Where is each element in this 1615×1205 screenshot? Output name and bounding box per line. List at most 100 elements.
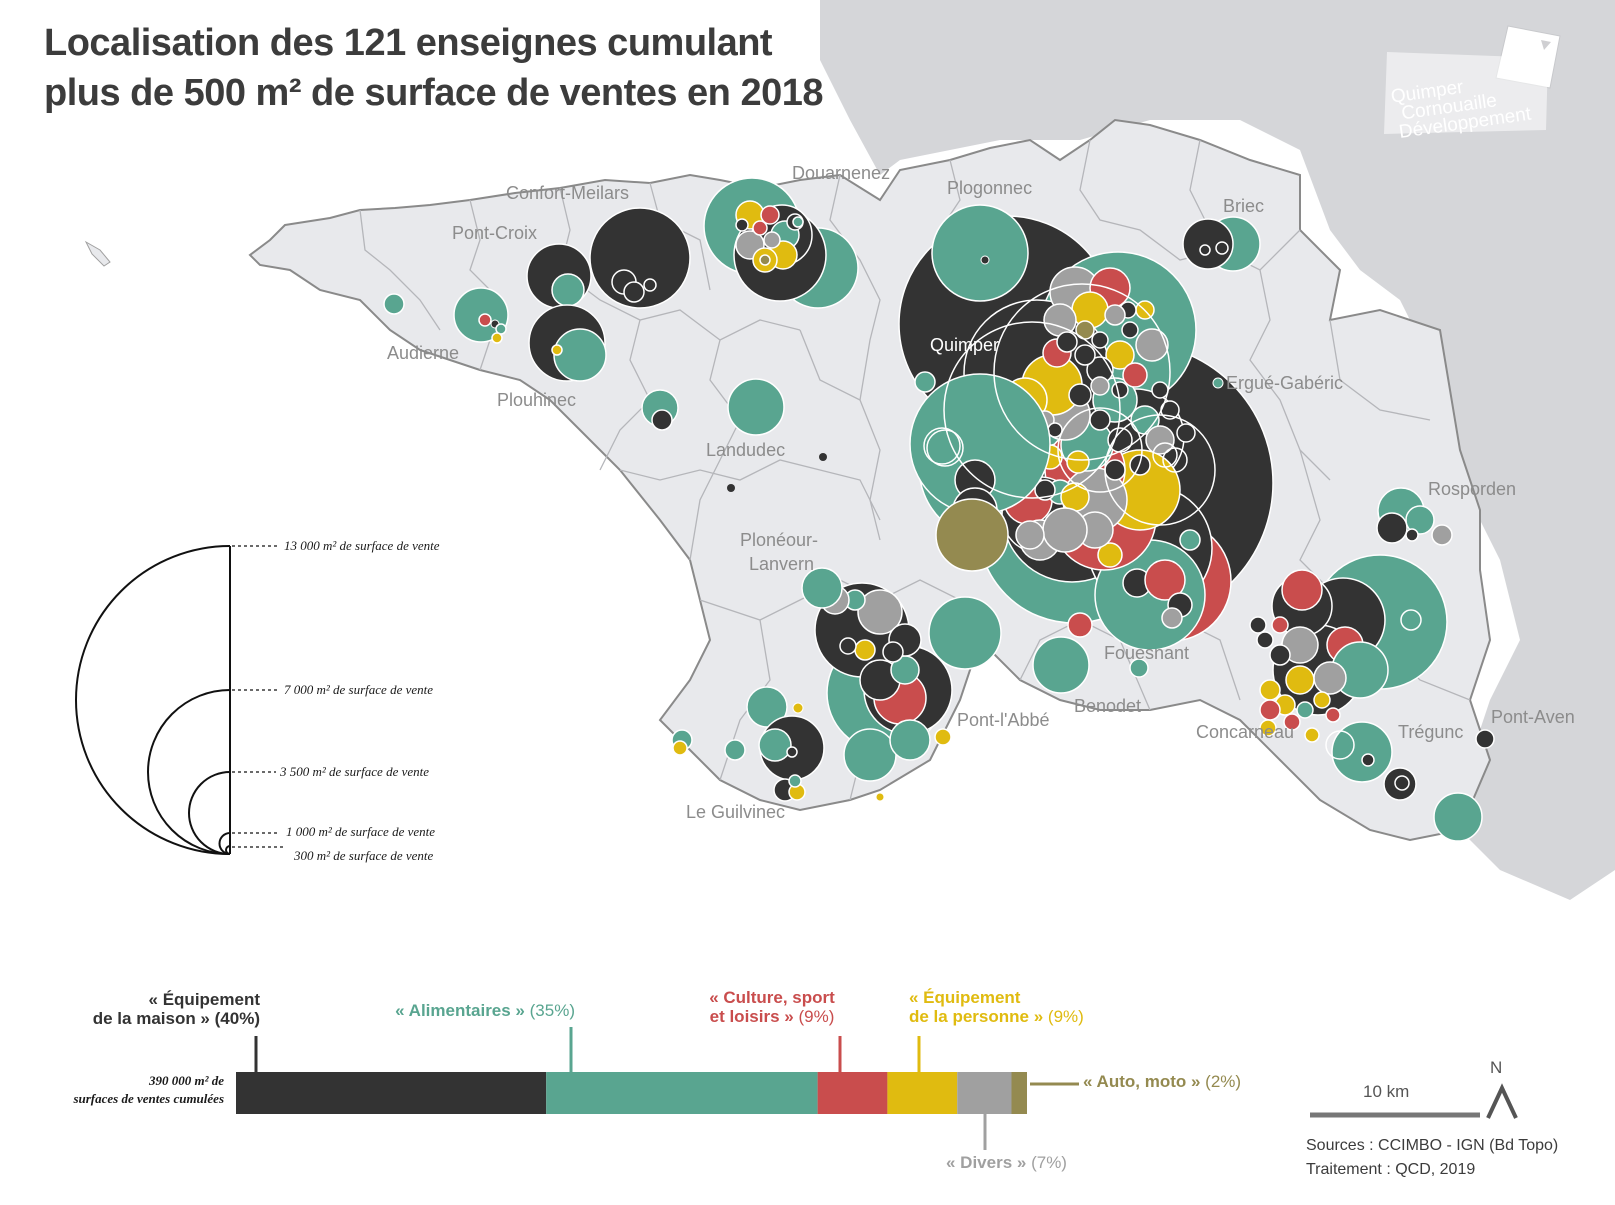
islet bbox=[84, 240, 111, 267]
label-auto: « Auto, moto » (2%) bbox=[1083, 1072, 1323, 1091]
store-circle bbox=[1068, 383, 1092, 407]
store-circle bbox=[1199, 244, 1211, 256]
store-circle bbox=[819, 453, 827, 461]
store-circle bbox=[1162, 447, 1188, 473]
store-circle bbox=[1144, 559, 1186, 601]
size-legend-leaders bbox=[232, 545, 285, 848]
store-circle bbox=[1331, 721, 1393, 783]
place-label: Pont-l'Abbé bbox=[957, 710, 1050, 730]
place-labels: Douarnenez Plogonnec Confort-Meilars Pon… bbox=[387, 163, 1575, 822]
store-circle bbox=[1405, 505, 1435, 535]
store-circle bbox=[1067, 612, 1093, 638]
store-circle bbox=[1431, 524, 1453, 546]
store-circle bbox=[759, 254, 771, 266]
place-label: Ergué-Gabéric bbox=[1226, 373, 1343, 393]
map-title: Localisation des 121 enseignes cumulant … bbox=[44, 18, 824, 118]
sources-line: Traitement : QCD, 2019 bbox=[1306, 1161, 1476, 1178]
store-circle bbox=[1259, 699, 1281, 721]
size-legend-circle-3500 bbox=[188, 771, 231, 855]
label-pct: (40%) bbox=[214, 1009, 260, 1028]
store-circle bbox=[724, 739, 746, 761]
share-segment-alimentaire bbox=[546, 1072, 818, 1114]
label-text: de la maison » bbox=[92, 1009, 210, 1028]
store-circle bbox=[760, 205, 780, 225]
store-circle bbox=[1325, 707, 1341, 723]
place-label: Rosporden bbox=[1428, 479, 1516, 499]
label-divers: « Divers » (7%) bbox=[946, 1153, 1126, 1172]
store-circle bbox=[758, 728, 792, 762]
label-pct: (7%) bbox=[1031, 1153, 1067, 1172]
label-text: « Alimentaires » bbox=[395, 1001, 525, 1020]
store-circle bbox=[792, 702, 804, 714]
store-circle bbox=[1129, 658, 1149, 678]
store-circle bbox=[914, 371, 936, 393]
store-circle bbox=[792, 216, 804, 228]
store-circle bbox=[1111, 381, 1129, 399]
sea-area bbox=[820, 0, 1615, 900]
store-circle bbox=[786, 746, 798, 758]
store-circle bbox=[1176, 423, 1196, 443]
share-bar-ticks bbox=[254, 1027, 1079, 1150]
store-rings bbox=[923, 283, 1410, 791]
title-line: plus de 500 m² de surface de ventes en 2… bbox=[44, 72, 824, 114]
store-circle bbox=[875, 792, 885, 802]
store-circle bbox=[1104, 459, 1126, 481]
store-circle bbox=[1105, 340, 1135, 370]
share-segment-divers bbox=[957, 1072, 1012, 1114]
north-arrow-icon bbox=[1486, 1083, 1518, 1119]
store-circle bbox=[1089, 409, 1111, 431]
label-personne: « Équipement de la personne » (9%) bbox=[909, 988, 1169, 1026]
store-circle bbox=[1313, 661, 1347, 695]
store-circle bbox=[727, 378, 785, 436]
size-legend-circle-1000 bbox=[218, 832, 231, 855]
store-circle bbox=[1066, 450, 1090, 474]
label-text: « Divers » bbox=[946, 1153, 1027, 1172]
total-surface: 390 000 m² de surfaces de ventes cumulée… bbox=[10, 1072, 224, 1108]
share-segment-personne bbox=[887, 1072, 958, 1114]
label-text: « Équipement bbox=[909, 988, 1021, 1007]
share-bar bbox=[236, 1072, 1027, 1114]
place-label: Plouhinec bbox=[497, 390, 576, 410]
logo: Quimper Cornouaille Développement bbox=[1384, 25, 1561, 143]
store-circle bbox=[1145, 425, 1175, 455]
label-text: « Culture, sport bbox=[709, 988, 835, 1007]
store-circle bbox=[1361, 753, 1375, 767]
size-legend-circle-13000 bbox=[75, 545, 231, 855]
store-circle bbox=[672, 740, 688, 756]
store-circle bbox=[926, 429, 964, 467]
store-circle bbox=[551, 344, 563, 356]
store-circle bbox=[1383, 767, 1417, 801]
store-circle bbox=[727, 484, 735, 492]
label-alimentaire: « Alimentaires » (35%) bbox=[375, 1001, 575, 1020]
label-pct: (9%) bbox=[1047, 1007, 1084, 1026]
store-circle bbox=[383, 293, 405, 315]
place-label: Confort-Meilars bbox=[506, 183, 629, 203]
store-circle bbox=[1304, 727, 1320, 743]
store-circle bbox=[1400, 609, 1422, 631]
store-circle bbox=[763, 231, 781, 249]
store-circle bbox=[839, 637, 857, 655]
place-label: Plonéour- bbox=[740, 530, 818, 550]
store-circle bbox=[854, 639, 876, 661]
store-circle bbox=[1475, 729, 1495, 749]
place-label: Pont-Aven bbox=[1491, 707, 1575, 727]
place-label: Pont-Croix bbox=[452, 223, 537, 243]
label-text: et loisirs » bbox=[709, 1007, 794, 1026]
store-circle bbox=[1285, 665, 1315, 695]
store-circle bbox=[1283, 713, 1301, 731]
store-circle bbox=[1042, 507, 1088, 553]
store-circle bbox=[1104, 304, 1126, 326]
store-circle bbox=[931, 204, 1029, 302]
place-label: Landudec bbox=[706, 440, 785, 460]
store-circle bbox=[1179, 529, 1201, 551]
store-circle bbox=[928, 596, 1002, 670]
label-text: de la personne » bbox=[909, 1007, 1044, 1026]
size-legend-circle-7000 bbox=[147, 689, 231, 855]
place-label: Fouesnant bbox=[1104, 643, 1189, 663]
share-segment-maison bbox=[236, 1072, 547, 1114]
store-circle bbox=[788, 774, 802, 788]
store-circle bbox=[1405, 528, 1419, 542]
size-legend-label: 300 m² de surface de vente bbox=[293, 848, 433, 863]
place-label: Lanvern bbox=[749, 554, 814, 574]
